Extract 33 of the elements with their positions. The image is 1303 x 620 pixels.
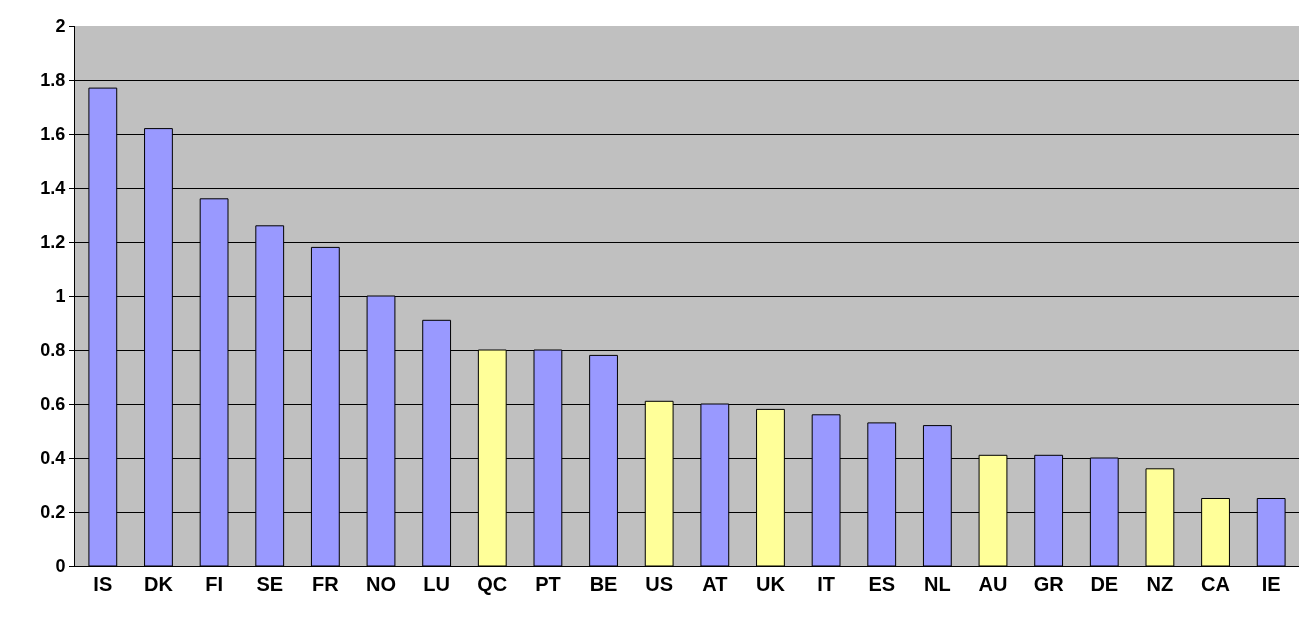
x-tick-label: UK xyxy=(756,573,786,595)
x-tick-label: SE xyxy=(256,573,284,595)
y-tick-label: 0.2 xyxy=(40,502,66,523)
x-tick-label: NZ xyxy=(1146,573,1174,595)
x-tick-label: DK xyxy=(144,573,174,595)
x-tick-label: IS xyxy=(93,573,113,595)
y-tick-label: 1.8 xyxy=(40,70,66,91)
x-tick-label: QC xyxy=(477,573,508,595)
y-tick-label: 0.8 xyxy=(40,340,66,361)
y-tick-label: 0.4 xyxy=(40,448,66,469)
x-tick-label: FR xyxy=(312,573,340,595)
x-tick-label: AT xyxy=(702,573,728,595)
y-tick-label: 2 xyxy=(55,16,66,37)
y-tick-label: 0 xyxy=(55,556,66,577)
x-tick-label: CA xyxy=(1201,573,1230,595)
y-tick-label: 1.2 xyxy=(40,232,66,253)
x-tick-label: IT xyxy=(817,573,835,595)
y-tick-label: 1 xyxy=(55,286,66,307)
x-tick-label: GR xyxy=(1033,573,1065,595)
x-tick-label: DE xyxy=(1090,573,1119,595)
y-tick-label: 0.6 xyxy=(40,394,66,415)
x-tick-label: ES xyxy=(868,573,896,595)
x-tick-label: LU xyxy=(423,573,450,595)
x-tick-label: NL xyxy=(924,573,951,595)
x-tick-label: IE xyxy=(1261,573,1281,595)
x-tick-label: FI xyxy=(205,573,223,595)
x-tick-label: US xyxy=(645,573,674,595)
x-tick-label: PT xyxy=(535,573,561,595)
x-tick-label: NO xyxy=(366,573,396,595)
x-tick-label: AU xyxy=(978,573,1008,595)
y-tick-label: 1.4 xyxy=(40,178,66,199)
x-tick-label: BE xyxy=(589,573,618,595)
y-tick-label: 1.6 xyxy=(40,124,66,145)
